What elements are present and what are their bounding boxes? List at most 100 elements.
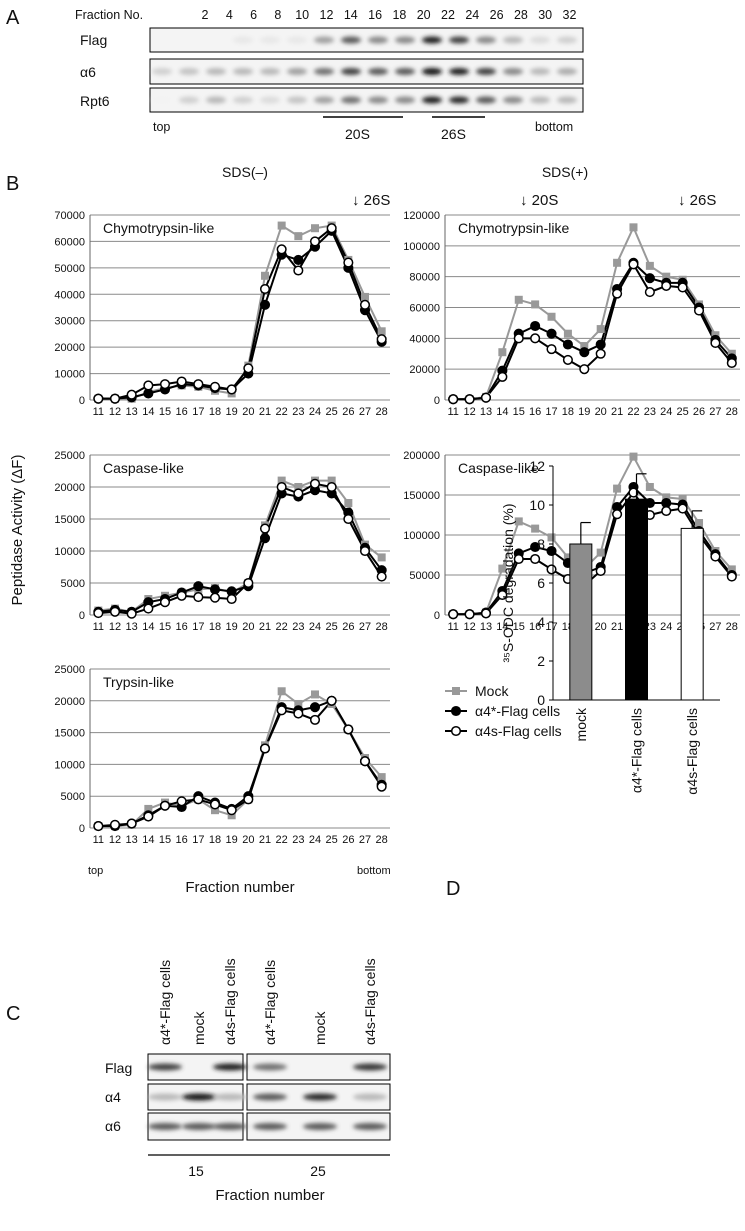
fraction-number: 32: [563, 8, 577, 22]
point: [546, 564, 557, 575]
point: [176, 590, 187, 601]
x-tick-label: 21: [259, 834, 271, 846]
band: [368, 36, 388, 44]
point: [277, 221, 286, 230]
series-line: [453, 261, 733, 401]
x-tick-label: 17: [192, 621, 204, 633]
point: [612, 288, 623, 299]
point: [293, 254, 304, 265]
y-tick-label: 50000: [54, 263, 85, 275]
x-tick-label: 20: [595, 621, 607, 633]
x-tick-label: 15: [159, 834, 171, 846]
y-tick-label: 0: [434, 395, 440, 407]
point: [209, 584, 221, 595]
point: [726, 571, 737, 582]
y-tick-label: 150000: [403, 490, 440, 502]
fraction-number: 14: [344, 8, 358, 22]
y-tick-label: 12: [529, 458, 545, 474]
point: [277, 687, 286, 696]
band: [260, 68, 280, 75]
y-tick-label: 6: [537, 575, 545, 591]
point: [209, 381, 221, 392]
point: [277, 476, 286, 485]
x-tick-label: 26: [342, 406, 354, 418]
point: [293, 488, 304, 499]
x-tick-label: 12: [109, 621, 121, 633]
row-label: Rpt6: [80, 93, 110, 109]
top-label: top: [153, 120, 170, 134]
arrow-label: ↓ 26S: [678, 192, 716, 209]
band: [303, 1093, 337, 1101]
band: [152, 96, 172, 104]
y-axis-label: ³⁵S-ODC degradation (%): [500, 503, 516, 662]
point: [359, 299, 371, 310]
x-tick-label: 28: [376, 834, 388, 846]
point: [343, 724, 354, 735]
x-tick-label: 22: [627, 406, 639, 418]
y-tick-label: 0: [434, 610, 440, 622]
point: [259, 743, 271, 754]
y-axis-label: Peptidase Activity (ΔF): [9, 455, 26, 606]
point: [227, 811, 236, 820]
point: [159, 800, 171, 811]
point: [211, 806, 219, 815]
point: [595, 339, 606, 350]
point: [661, 505, 672, 517]
point: [645, 261, 654, 270]
point: [710, 551, 721, 562]
x-tick-label: 18: [209, 406, 221, 418]
x-tick-label: 18: [209, 621, 221, 633]
point: [546, 344, 557, 355]
band: [530, 36, 550, 44]
x-tick-label: 11: [447, 621, 458, 633]
band: [341, 68, 361, 75]
point: [677, 503, 688, 514]
point: [513, 333, 524, 344]
point: [497, 371, 508, 382]
band: [152, 68, 172, 75]
band: [213, 1093, 247, 1101]
x-tick-label: 24: [309, 621, 321, 633]
point: [311, 224, 319, 233]
band: [182, 1093, 216, 1101]
band: [148, 1063, 182, 1071]
band: [253, 1123, 287, 1130]
point: [294, 699, 303, 708]
x-tick-label: 12: [463, 406, 475, 418]
point: [464, 394, 475, 405]
fraction-number: 8: [274, 8, 281, 22]
point: [628, 259, 639, 270]
fraction-number: 12: [320, 8, 334, 22]
point: [480, 392, 492, 403]
band: [148, 1093, 182, 1101]
series-line: [453, 224, 733, 401]
point: [193, 379, 204, 390]
band: [449, 96, 469, 104]
point: [309, 714, 321, 725]
point: [109, 819, 121, 830]
fraction-number: 10: [295, 8, 309, 22]
band: [314, 68, 334, 75]
band: [341, 96, 361, 104]
point: [276, 705, 287, 716]
lane-label: α4*-Flag cells: [157, 960, 173, 1045]
x-tick-label: 14: [142, 834, 154, 846]
x-tick-label: 11: [93, 621, 104, 633]
point: [259, 533, 271, 544]
point: [93, 393, 104, 404]
point: [377, 553, 386, 562]
point: [497, 589, 508, 601]
point: [259, 523, 271, 534]
x-tick-label: 20: [242, 406, 254, 418]
band: [503, 96, 523, 104]
x-tick-label: 12: [463, 621, 475, 633]
x-tick-label: 13: [126, 834, 138, 846]
lane-label: α4s-Flag cells: [362, 958, 378, 1045]
x-tick-label: 14: [142, 406, 154, 418]
band: [557, 68, 577, 75]
y-tick-label: 8: [537, 536, 545, 552]
point: [93, 821, 104, 832]
point: [546, 545, 557, 557]
point: [343, 513, 354, 525]
